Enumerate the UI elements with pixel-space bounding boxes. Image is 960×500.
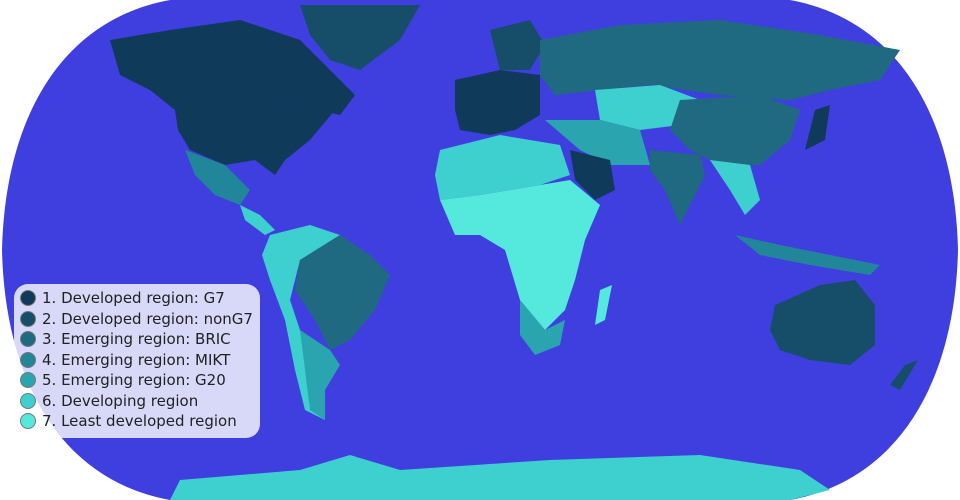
region-indonesia[interactable] bbox=[735, 235, 880, 275]
legend-item[interactable]: 7. Least developed region bbox=[20, 411, 260, 432]
legend-label: 1. Developed region: G7 bbox=[42, 289, 225, 308]
region-australia[interactable] bbox=[770, 280, 875, 365]
legend: 1. Developed region: G7 2. Developed reg… bbox=[14, 284, 260, 438]
legend-swatch-developing bbox=[20, 392, 36, 409]
legend-label: 6. Developing region bbox=[42, 391, 199, 410]
legend-item[interactable]: 2. Developed region: nonG7 bbox=[20, 309, 260, 330]
region-usa[interactable] bbox=[175, 105, 335, 175]
region-brazil[interactable] bbox=[295, 235, 390, 350]
legend-item[interactable]: 5. Emerging region: G20 bbox=[20, 370, 260, 391]
region-south-america-west[interactable] bbox=[262, 225, 340, 420]
legend-item[interactable]: 4. Emerging region: MIKT bbox=[20, 350, 260, 371]
region-argentina[interactable] bbox=[300, 330, 340, 420]
legend-label: 4. Emerging region: MIKT bbox=[42, 350, 231, 369]
legend-swatch-g20 bbox=[20, 372, 36, 389]
region-sub-saharan-africa[interactable] bbox=[440, 180, 600, 330]
region-south-africa[interactable] bbox=[520, 300, 565, 355]
region-saudi-arabia[interactable] bbox=[570, 150, 615, 200]
region-southeast-asia[interactable] bbox=[710, 160, 760, 215]
region-scandinavia[interactable] bbox=[490, 20, 545, 70]
region-new-zealand[interactable] bbox=[890, 360, 918, 390]
legend-swatch-least-developed bbox=[20, 413, 36, 430]
region-middle-east[interactable] bbox=[545, 120, 650, 165]
legend-item[interactable]: 1. Developed region: G7 bbox=[20, 288, 260, 309]
region-canada[interactable] bbox=[110, 20, 355, 115]
region-india[interactable] bbox=[650, 150, 705, 225]
region-europe[interactable] bbox=[455, 70, 540, 135]
region-greenland[interactable] bbox=[300, 5, 420, 70]
legend-item[interactable]: 6. Developing region bbox=[20, 391, 260, 412]
legend-label: 3. Emerging region: BRIC bbox=[42, 330, 231, 349]
legend-label: 2. Developed region: nonG7 bbox=[42, 309, 253, 328]
legend-label: 7. Least developed region bbox=[42, 412, 237, 431]
region-russia[interactable] bbox=[540, 20, 900, 100]
legend-item[interactable]: 3. Emerging region: BRIC bbox=[20, 329, 260, 350]
region-antarctica[interactable] bbox=[170, 455, 830, 500]
region-japan[interactable] bbox=[805, 105, 830, 150]
legend-swatch-g7 bbox=[20, 290, 36, 307]
region-mexico[interactable] bbox=[185, 150, 250, 205]
legend-swatch-bric bbox=[20, 331, 36, 348]
region-north-africa[interactable] bbox=[435, 135, 570, 200]
region-china[interactable] bbox=[670, 95, 800, 165]
region-madagascar[interactable] bbox=[595, 285, 612, 325]
region-central-america[interactable] bbox=[240, 205, 275, 235]
legend-swatch-nong7 bbox=[20, 310, 36, 327]
legend-swatch-mikt bbox=[20, 351, 36, 368]
legend-label: 5. Emerging region: G20 bbox=[42, 371, 226, 390]
